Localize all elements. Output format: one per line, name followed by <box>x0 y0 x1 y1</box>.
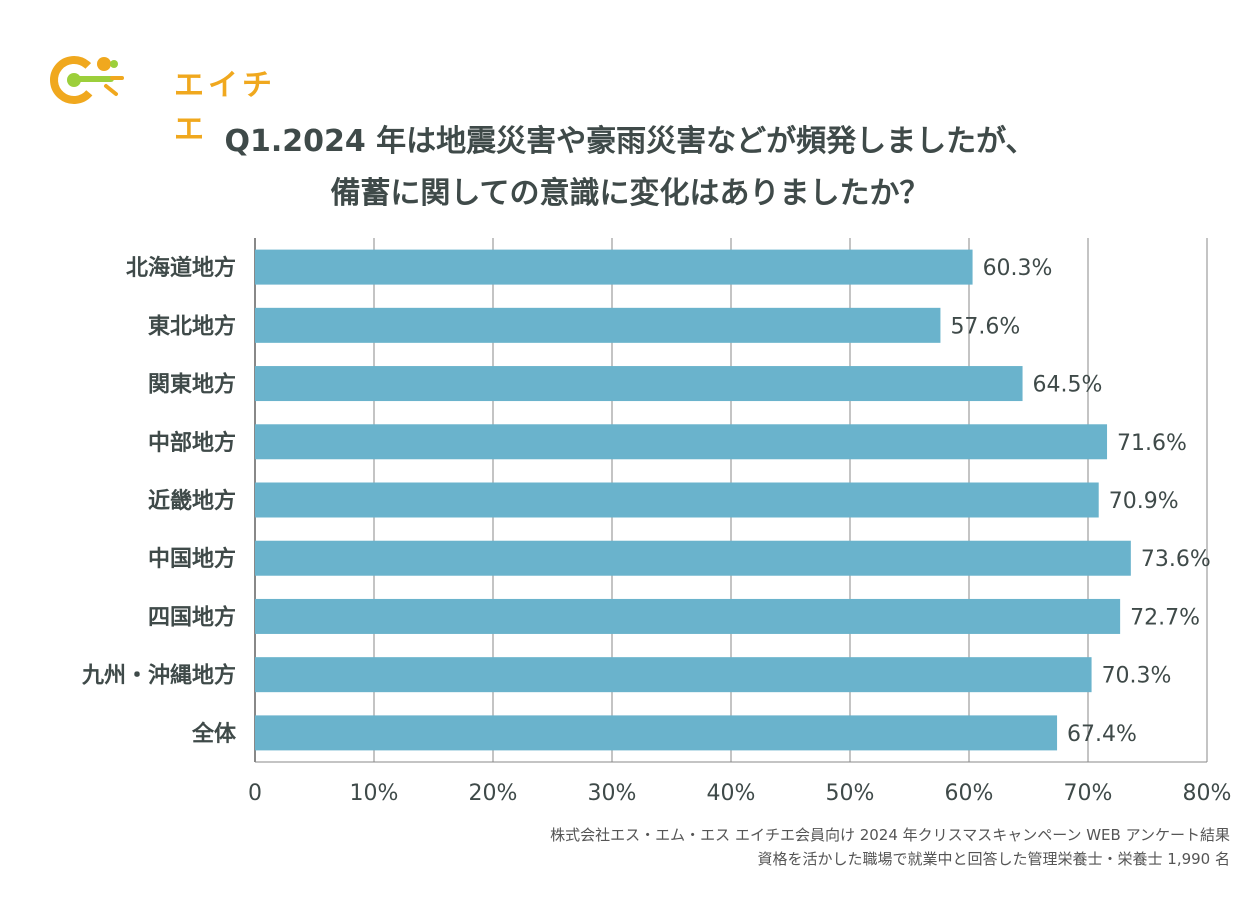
logo-text: エイチエ <box>174 68 276 147</box>
data-label: 71.6% <box>1117 431 1187 456</box>
bar <box>255 249 973 285</box>
data-label: 72.7% <box>1130 605 1200 630</box>
bar <box>255 482 1099 518</box>
data-label: 67.4% <box>1067 722 1137 747</box>
x-tick-label: 20% <box>469 781 518 806</box>
category-label: 中国地方 <box>148 546 236 572</box>
data-label: 57.6% <box>950 314 1020 339</box>
chart-title-line-2: 備蓄に関しての意識に変化はありましたか？ <box>330 176 930 211</box>
bar <box>255 598 1121 634</box>
x-tick-label: 40% <box>707 781 756 806</box>
source-note: 株式会社エス・エム・エス エイチエ会員向け 2024 年クリスマスキャンペーン … <box>550 826 1230 844</box>
data-label: 60.3% <box>983 256 1053 281</box>
sample-note: 資格を活かした職場で就業中と回答した管理栄養士・栄養士 1,990 名 <box>757 850 1230 868</box>
category-label: 中部地方 <box>148 430 236 456</box>
x-tick-label: 70% <box>1064 781 1113 806</box>
chart-title-line-1: Q1.2024 年は地震災害や豪雨災害などが頻発しましたが、 <box>224 124 1036 159</box>
logo-mark-icon <box>50 56 124 104</box>
x-tick-label: 0 <box>248 781 262 806</box>
category-label: 関東地方 <box>148 372 236 398</box>
category-label: 北海道地方 <box>126 255 236 281</box>
x-tick-label: 30% <box>588 781 637 806</box>
x-tick-label: 10% <box>350 781 399 806</box>
category-label: 九州・沖縄地方 <box>81 663 236 689</box>
data-label: 70.3% <box>1102 664 1172 689</box>
bar <box>255 715 1058 751</box>
labels: 0 10% 20% 30% 40% 50% 60% 70% 80% 北海道地方 60.3% 東北地方 5… <box>81 255 1231 806</box>
bar <box>255 540 1131 576</box>
category-label: 全体 <box>191 721 237 747</box>
data-label: 64.5% <box>1033 373 1103 398</box>
x-tick-label: 50% <box>826 781 875 806</box>
category-label: 東北地方 <box>148 313 236 339</box>
x-tick-label: 60% <box>945 781 994 806</box>
bar <box>255 657 1092 693</box>
data-label: 73.6% <box>1141 547 1211 572</box>
logo: エイチエ <box>48 52 288 147</box>
bar <box>255 424 1108 460</box>
category-label: 四国地方 <box>148 604 236 630</box>
bar <box>255 307 941 343</box>
x-tick-label: 80% <box>1183 781 1232 806</box>
category-label: 近畿地方 <box>148 488 236 514</box>
bars <box>255 249 1131 751</box>
data-label: 70.9% <box>1109 489 1179 514</box>
bar <box>255 366 1023 402</box>
